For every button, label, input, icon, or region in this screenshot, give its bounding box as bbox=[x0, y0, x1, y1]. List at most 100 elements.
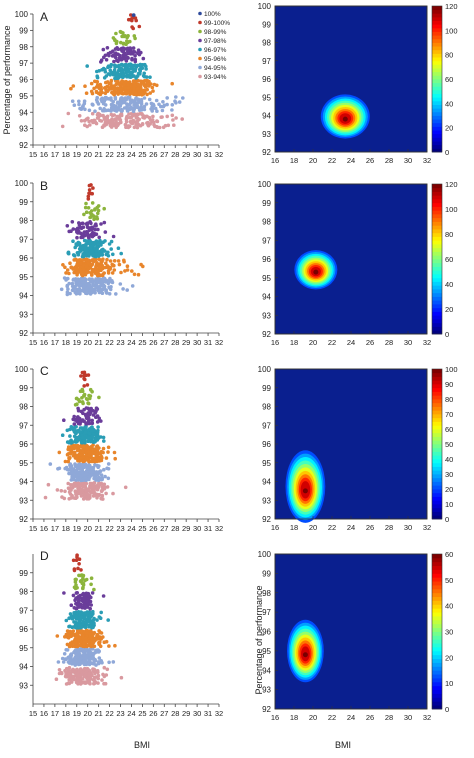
data-point bbox=[83, 84, 87, 88]
x-tick-label: 20 bbox=[309, 156, 317, 165]
data-point bbox=[96, 425, 100, 429]
data-point bbox=[112, 259, 117, 263]
data-point bbox=[86, 497, 91, 501]
data-point bbox=[119, 107, 124, 112]
y-tick-label: 97 bbox=[262, 57, 271, 66]
data-point bbox=[114, 31, 118, 36]
x-tick-label: 27 bbox=[160, 338, 168, 347]
x-tick-label: 29 bbox=[182, 524, 190, 533]
data-point bbox=[101, 450, 105, 455]
data-point bbox=[155, 125, 160, 129]
data-point bbox=[117, 121, 121, 126]
data-point bbox=[81, 235, 85, 240]
x-tick-label: 22 bbox=[105, 150, 113, 159]
data-point bbox=[111, 72, 116, 77]
data-point bbox=[76, 430, 81, 434]
data-point bbox=[106, 65, 110, 70]
colorbar-tick-label: 80 bbox=[445, 395, 453, 404]
data-point bbox=[103, 91, 108, 95]
panel-label-a: A bbox=[40, 10, 48, 24]
data-point bbox=[94, 284, 99, 288]
colorbar-segment bbox=[432, 6, 442, 11]
data-point bbox=[82, 484, 87, 489]
data-point bbox=[137, 24, 142, 29]
colorbar-segment bbox=[432, 330, 442, 335]
data-point bbox=[74, 614, 78, 619]
x-tick-label: 16 bbox=[271, 338, 279, 347]
legend-label: 97-98% bbox=[204, 38, 227, 45]
data-point bbox=[83, 205, 88, 210]
legend-label: 94-95% bbox=[204, 65, 227, 72]
y-tick-label: 96 bbox=[262, 628, 271, 637]
colorbar-segment bbox=[432, 144, 442, 149]
data-point bbox=[74, 606, 78, 611]
x-tick-label: 30 bbox=[193, 150, 201, 159]
legend-label: 98-99% bbox=[204, 29, 227, 36]
data-point bbox=[82, 376, 86, 381]
data-point bbox=[106, 250, 110, 255]
y-tick-label: 95 bbox=[262, 459, 271, 468]
colorbar-tick-label: 90 bbox=[445, 380, 453, 389]
data-point bbox=[111, 234, 116, 239]
data-point bbox=[67, 665, 72, 670]
colorbar-segment bbox=[432, 42, 442, 47]
colorbar-tick-label: 0 bbox=[445, 330, 449, 339]
colorbar-tick-label: 50 bbox=[445, 576, 453, 585]
data-point bbox=[89, 582, 93, 587]
data-point bbox=[94, 277, 98, 281]
data-point bbox=[56, 660, 61, 664]
colorbar-segment bbox=[432, 187, 442, 192]
data-point bbox=[88, 677, 93, 681]
colorbar-segment bbox=[432, 240, 442, 245]
y-tick-label: 97 bbox=[262, 421, 271, 430]
data-point bbox=[70, 471, 75, 475]
data-point bbox=[102, 76, 107, 80]
data-point bbox=[81, 411, 85, 416]
data-point bbox=[102, 279, 106, 283]
x-tick-label: 18 bbox=[290, 713, 298, 722]
data-point bbox=[75, 603, 80, 607]
x-tick-label: 24 bbox=[347, 338, 355, 347]
data-point bbox=[87, 659, 92, 664]
data-point bbox=[97, 257, 101, 262]
colorbar-segment bbox=[432, 108, 442, 113]
colorbar-segment bbox=[432, 635, 442, 640]
y-tick-label: 93 bbox=[19, 496, 28, 505]
data-point bbox=[121, 34, 126, 38]
data-point bbox=[96, 676, 100, 681]
data-point bbox=[71, 239, 75, 243]
x-tick-label: 24 bbox=[127, 338, 135, 347]
data-point bbox=[96, 476, 100, 481]
x-tick-label: 30 bbox=[193, 338, 201, 347]
data-point bbox=[87, 277, 92, 281]
data-point bbox=[82, 392, 87, 397]
colorbar-tick-label: 60 bbox=[445, 255, 453, 264]
data-point bbox=[74, 474, 79, 479]
data-point bbox=[85, 676, 89, 681]
data-point bbox=[77, 557, 82, 561]
colorbar-segment bbox=[432, 20, 442, 25]
data-point bbox=[80, 389, 85, 394]
colorbar-segment bbox=[432, 515, 442, 520]
y-tick-label: 93 bbox=[262, 130, 271, 139]
x-tick-label: 16 bbox=[271, 156, 279, 165]
data-point bbox=[82, 602, 86, 607]
x-tick-label: 32 bbox=[423, 156, 431, 165]
data-point bbox=[128, 106, 132, 111]
y-tick-label: 100 bbox=[15, 10, 29, 19]
data-point bbox=[93, 267, 97, 271]
data-point bbox=[79, 656, 84, 661]
colorbar-segment bbox=[432, 554, 442, 559]
colorbar-segment bbox=[432, 623, 442, 629]
colorbar-segment bbox=[432, 68, 442, 73]
x-tick-label: 32 bbox=[215, 524, 223, 533]
data-point bbox=[82, 615, 87, 620]
data-point bbox=[91, 618, 96, 622]
legend-marker bbox=[198, 56, 202, 61]
data-point bbox=[102, 206, 106, 211]
data-point bbox=[84, 248, 88, 253]
data-point bbox=[166, 123, 171, 128]
colorbar-segment bbox=[432, 221, 442, 226]
x-tick-label: 22 bbox=[105, 709, 113, 718]
data-point bbox=[76, 566, 80, 571]
